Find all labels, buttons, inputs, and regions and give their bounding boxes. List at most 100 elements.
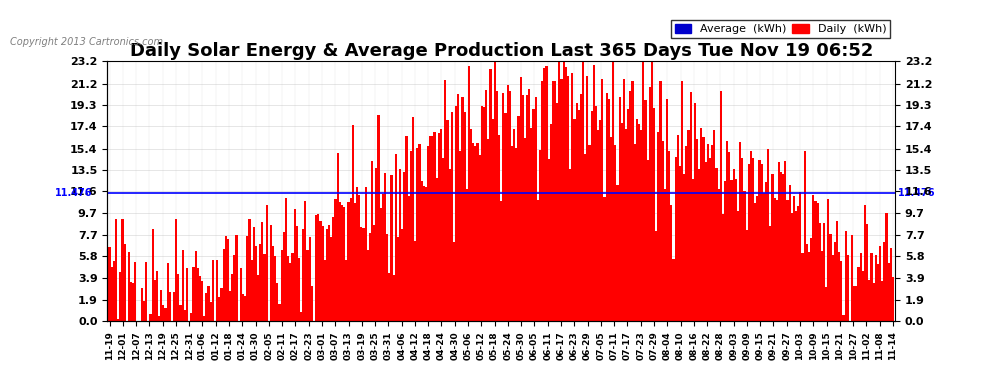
Bar <box>707 144 709 321</box>
Bar <box>216 260 218 321</box>
Bar <box>526 95 528 321</box>
Text: 11.476: 11.476 <box>54 188 92 198</box>
Bar <box>362 228 364 321</box>
Bar <box>283 232 285 321</box>
Bar <box>571 73 573 321</box>
Bar <box>160 290 162 321</box>
Bar <box>349 198 351 321</box>
Bar <box>778 162 780 321</box>
Bar <box>199 276 201 321</box>
Bar <box>696 138 698 321</box>
Bar <box>173 292 175 321</box>
Bar <box>315 215 317 321</box>
Bar <box>735 179 737 321</box>
Bar <box>836 221 839 321</box>
Bar <box>573 119 575 321</box>
Bar <box>300 312 302 321</box>
Bar <box>851 235 853 321</box>
Bar <box>474 146 476 321</box>
Bar <box>727 141 729 321</box>
Bar <box>562 62 564 321</box>
Bar <box>593 65 595 321</box>
Bar <box>542 81 544 321</box>
Bar <box>773 198 776 321</box>
Bar <box>311 286 313 321</box>
Bar <box>663 189 666 321</box>
Bar <box>265 205 267 321</box>
Bar <box>465 189 468 321</box>
Bar <box>250 260 252 321</box>
Bar <box>509 91 511 321</box>
Bar <box>478 155 481 321</box>
Bar <box>373 225 375 321</box>
Bar <box>646 160 648 321</box>
Bar <box>808 252 810 321</box>
Bar <box>263 254 265 321</box>
Bar <box>890 248 892 321</box>
Bar <box>641 130 643 321</box>
Bar <box>261 222 263 321</box>
Bar <box>769 226 771 321</box>
Bar <box>298 258 300 321</box>
Bar <box>356 187 358 321</box>
Bar <box>304 201 307 321</box>
Bar <box>729 152 731 321</box>
Bar <box>146 262 148 321</box>
Text: Copyright 2013 Cartronics.com: Copyright 2013 Cartronics.com <box>10 37 163 47</box>
Bar <box>201 281 203 321</box>
Bar <box>806 244 808 321</box>
Bar <box>668 151 670 321</box>
Bar <box>703 137 705 321</box>
Bar <box>617 185 619 321</box>
Bar <box>432 136 434 321</box>
Bar <box>162 305 164 321</box>
Bar <box>390 176 393 321</box>
Bar <box>113 261 115 321</box>
Bar <box>168 292 171 321</box>
Bar <box>427 146 429 321</box>
Bar <box>236 235 238 321</box>
Bar <box>797 206 799 321</box>
Bar <box>247 236 248 321</box>
Bar <box>841 261 842 321</box>
Bar <box>515 148 518 321</box>
Bar <box>452 242 455 321</box>
Bar <box>868 280 870 321</box>
Bar <box>556 103 558 321</box>
Bar <box>242 294 245 321</box>
Bar <box>670 205 672 321</box>
Bar <box>341 205 344 321</box>
Bar <box>694 103 696 321</box>
Bar <box>544 68 545 321</box>
Bar <box>524 138 526 321</box>
Bar <box>179 306 181 321</box>
Bar <box>395 154 397 321</box>
Bar <box>489 69 492 321</box>
Bar <box>455 106 457 321</box>
Bar <box>821 251 823 321</box>
Bar <box>567 76 569 321</box>
Bar <box>423 186 425 321</box>
Bar <box>528 88 531 321</box>
Bar <box>810 238 812 321</box>
Bar <box>472 143 474 321</box>
Bar <box>117 319 119 321</box>
Bar <box>393 275 395 321</box>
Bar <box>175 219 177 321</box>
Bar <box>130 282 132 321</box>
Bar <box>122 219 124 321</box>
Bar <box>401 229 403 321</box>
Bar <box>328 225 330 321</box>
Bar <box>866 225 868 321</box>
Title: Daily Solar Energy & Average Production Last 365 Days Tue Nov 19 06:52: Daily Solar Energy & Average Production … <box>130 42 873 60</box>
Bar <box>619 98 621 321</box>
Bar <box>674 157 676 321</box>
Bar <box>535 97 537 321</box>
Bar <box>483 107 485 321</box>
Bar <box>713 130 716 321</box>
Bar <box>872 283 875 321</box>
Bar <box>408 196 410 321</box>
Bar <box>520 77 522 321</box>
Bar <box>212 260 214 321</box>
Bar <box>443 158 445 321</box>
